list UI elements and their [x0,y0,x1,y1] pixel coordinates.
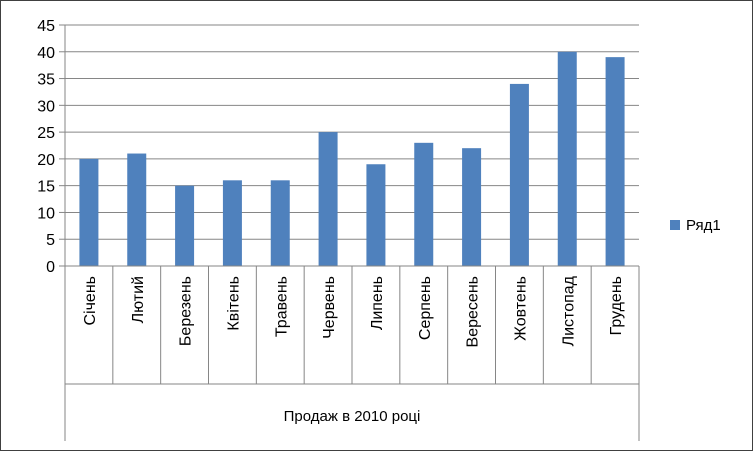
legend: Ряд1 [670,217,721,234]
x-axis-title: Продаж в 2010 році [284,408,421,425]
y-axis-ticks: 0 5 10 15 20 25 30 35 40 45 [37,18,65,276]
bar [175,185,195,266]
x-tick-label: Травень [273,276,290,337]
y-tick-label: 10 [37,205,55,222]
y-tick-label: 45 [37,18,55,35]
y-tick-label: 15 [37,179,55,196]
y-tick-label: 30 [37,98,55,115]
y-tick-label: 35 [37,72,55,89]
x-tick-label: Липень [369,276,386,330]
x-tick-label: Березень [178,276,195,346]
y-tick-label: 20 [37,152,55,169]
legend-swatch [670,220,680,230]
x-tick-label: Серпень [417,276,434,340]
bar [509,83,529,267]
y-tick-label: 25 [37,125,55,142]
bars [79,51,625,267]
x-tick-label: Жовтень [512,276,529,341]
bar [79,158,99,266]
bar [557,51,577,267]
y-tick-label: 0 [46,259,55,276]
y-tick-label: 5 [46,232,55,249]
x-tick-label: Вересень [465,276,482,347]
x-tick-label: Січень [82,276,99,326]
bar [414,142,434,266]
bar [605,57,625,267]
bar [127,153,147,266]
x-tick-label: Листопад [560,275,577,346]
legend-label: Ряд1 [686,217,721,234]
bar [222,180,242,266]
x-tick-label: Лютий [130,276,147,323]
x-tick-label: Червень [321,276,338,339]
x-axis [64,25,640,441]
bar [366,164,386,266]
bar [462,148,482,266]
bar [318,132,338,266]
x-tick-label: Грудень [608,276,625,335]
x-tick-labels: Січень Лютий Березень Квітень Травень Червень… [82,275,625,347]
bar [270,180,290,266]
x-tick-label: Квітень [225,276,242,331]
y-tick-label: 40 [37,45,55,62]
